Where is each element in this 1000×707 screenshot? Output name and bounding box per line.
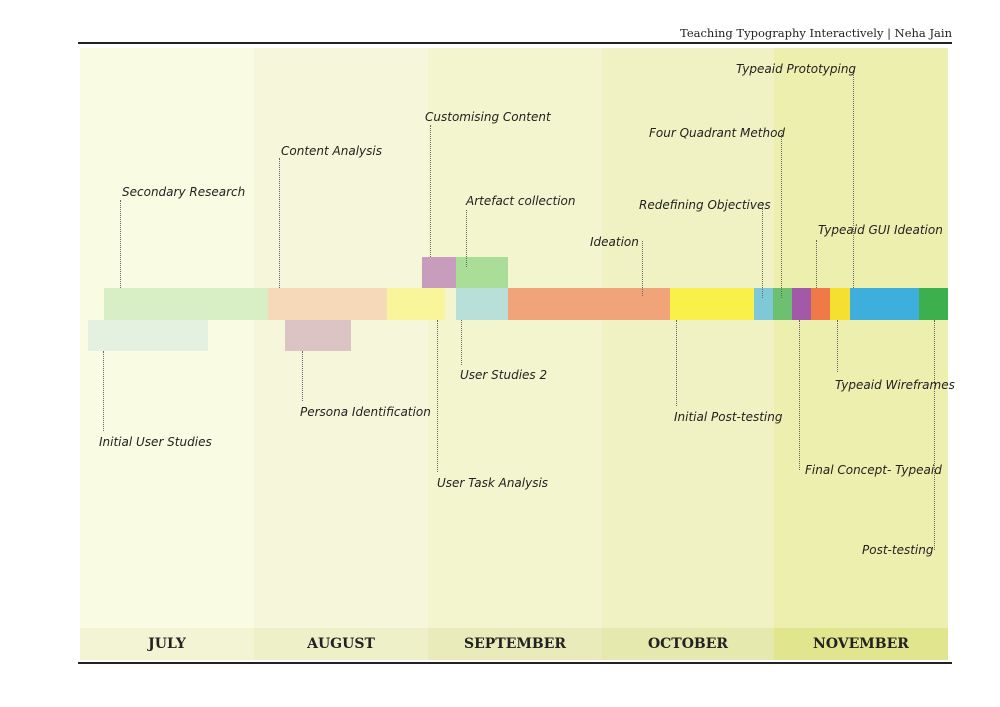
label-secondary-research: Secondary Research [122, 185, 246, 199]
bar-final-concept [792, 288, 811, 320]
leader-content-analysis [279, 158, 280, 288]
label-final-concept: Final Concept- Typeaid [805, 463, 942, 477]
leader-persona-identification [302, 351, 303, 401]
month-column-october [602, 48, 774, 660]
month-label-october: OCTOBER [602, 628, 774, 660]
document-header: Teaching Typography Interactively | Neha… [680, 26, 952, 40]
label-typeaid-gui-ideation: Typeaid GUI Ideation [818, 223, 943, 237]
bar-customising-content [422, 257, 456, 288]
bar-four-quadrant-method [773, 288, 792, 320]
label-post-testing: Post-testing [862, 543, 934, 557]
leader-four-quadrant-method [781, 133, 782, 298]
month-label-september: SEPTEMBER [428, 628, 602, 660]
label-ideation: Ideation [590, 235, 639, 249]
leader-typeaid-prototyping [853, 70, 854, 288]
label-customising-content: Customising Content [425, 110, 551, 124]
leader-typeaid-wireframes [837, 320, 838, 372]
leader-initial-user-studies [103, 351, 104, 431]
bar-persona-identification [285, 320, 351, 351]
label-artefact-collection: Artefact collection [466, 194, 576, 208]
leader-post-testing [934, 320, 935, 550]
label-user-studies-2: User Studies 2 [460, 368, 548, 382]
label-typeaid-wireframes: Typeaid Wireframes [835, 378, 955, 392]
bar-post-testing [919, 288, 948, 320]
label-content-analysis: Content Analysis [281, 144, 382, 158]
bar-artefact-collection [456, 257, 508, 288]
bar-typeaid-wireframes [830, 288, 850, 320]
label-initial-user-studies: Initial User Studies [99, 435, 212, 449]
leader-typeaid-gui-ideation [816, 240, 817, 288]
month-column-august [254, 48, 428, 660]
bar-typeaid-prototyping [850, 288, 919, 320]
bottom-rule [78, 662, 952, 664]
month-column-september [428, 48, 602, 660]
bar-ideation [508, 288, 670, 320]
month-column-november [774, 48, 948, 660]
leader-user-studies-2 [461, 320, 462, 365]
leader-redefining-objectives [762, 203, 763, 298]
top-rule [78, 42, 952, 44]
label-typeaid-prototyping: Typeaid Prototyping [736, 62, 857, 76]
label-initial-post-testing: Initial Post-testing [674, 410, 783, 424]
leader-ideation [642, 241, 643, 296]
leader-user-task-analysis [437, 320, 438, 472]
month-label-july: JULY [80, 628, 254, 660]
bar-user-studies-2 [456, 288, 508, 320]
leader-initial-post-testing [676, 320, 677, 406]
label-four-quadrant-method: Four Quadrant Method [649, 126, 786, 140]
bar-content-analysis [268, 288, 387, 320]
month-column-july [80, 48, 254, 660]
leader-final-concept [799, 320, 800, 470]
label-redefining-objectives: Redefining Objectives [639, 198, 771, 212]
bar-typeaid-gui-ideation [811, 288, 830, 320]
bar-initial-user-studies [88, 320, 208, 351]
bar-redefining-objectives [754, 288, 773, 320]
bar-initial-post-testing [670, 288, 754, 320]
label-persona-identification: Persona Identification [300, 405, 431, 419]
bar-secondary-research [104, 288, 268, 320]
bar-user-task-analysis [387, 288, 445, 320]
label-user-task-analysis: User Task Analysis [437, 476, 549, 490]
leader-artefact-collection [466, 210, 467, 267]
leader-secondary-research [120, 200, 121, 288]
month-label-august: AUGUST [254, 628, 428, 660]
month-label-november: NOVEMBER [774, 628, 948, 660]
leader-customising-content [430, 125, 431, 257]
